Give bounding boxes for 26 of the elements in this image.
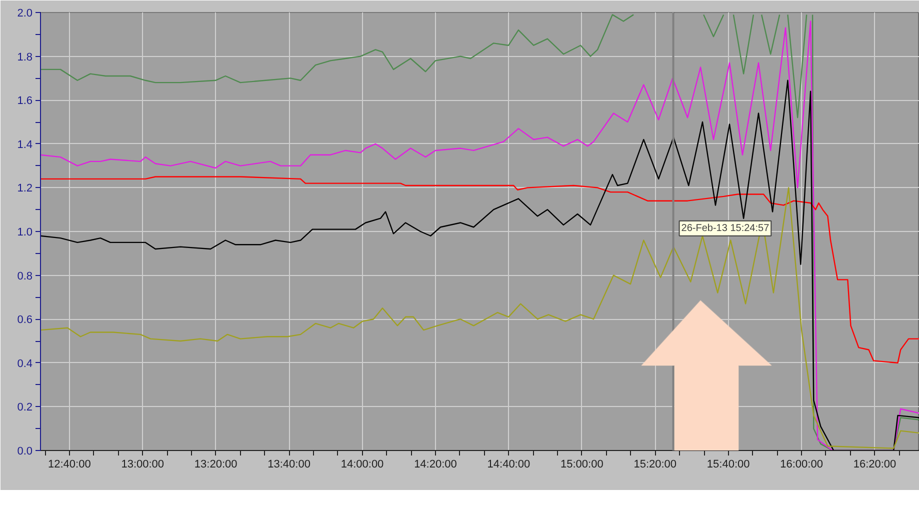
y-tick-label: 1.8 [17,51,33,64]
x-tick-label: 14:00:00 [340,458,384,470]
y-tick-label: 2.0 [17,8,33,20]
x-tick-label: 15:40:00 [706,458,750,470]
ref-line-label: 26-Feb-13 15:24:57 [681,222,770,234]
y-tick-label: 0.2 [17,402,33,414]
y-tick-label: 1.2 [17,182,33,195]
x-tick-label: 13:20:00 [194,458,238,470]
x-tick-label: 15:20:00 [634,458,677,470]
x-tick-label: 14:20:00 [414,458,457,470]
x-tick-label: 13:40:00 [268,458,310,470]
y-tick-label: 0.0 [17,446,33,458]
y-tick-label: 0.8 [17,270,33,282]
y-tick-label: 1.6 [17,95,33,108]
x-tick-label: 14:40:00 [487,458,530,470]
y-tick-label: 1.0 [17,226,33,238]
y-tick-label: 0.6 [17,314,33,326]
x-tick-label: 16:00:00 [780,458,823,470]
y-tick-label: 0.4 [17,358,33,370]
x-tick-label: 15:00:00 [560,458,604,470]
x-tick-label: 16:20:00 [853,458,896,470]
y-tick-label: 1.4 [17,138,33,151]
x-tick-label: 12:40:00 [48,458,91,470]
x-tick-label: 13:00:00 [121,458,164,470]
line-series [40,187,919,449]
line-series [40,176,919,364]
